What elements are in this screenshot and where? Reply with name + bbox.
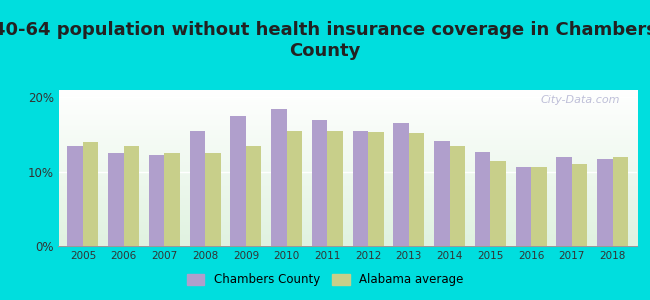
Bar <box>108 153 124 246</box>
Bar <box>205 153 220 246</box>
Legend: Chambers County, Alabama average: Chambers County, Alabama average <box>182 269 468 291</box>
Bar <box>490 160 506 246</box>
Bar <box>124 146 139 246</box>
Bar <box>328 131 343 246</box>
Bar <box>515 167 531 246</box>
Text: 40-64 population without health insurance coverage in Chambers
County: 40-64 population without health insuranc… <box>0 21 650 60</box>
Bar <box>149 155 164 246</box>
Bar <box>475 152 490 246</box>
Bar <box>312 120 328 246</box>
Bar <box>246 146 261 246</box>
Bar <box>409 133 424 246</box>
Text: City-Data.com: City-Data.com <box>540 95 619 105</box>
Bar <box>612 157 628 246</box>
Bar <box>271 109 287 246</box>
Bar <box>393 123 409 246</box>
Bar <box>434 140 450 246</box>
Bar <box>368 132 384 246</box>
Bar <box>68 146 83 246</box>
Bar <box>572 164 588 246</box>
Bar <box>531 167 547 246</box>
Bar <box>230 116 246 246</box>
Bar <box>83 142 98 246</box>
Bar <box>190 131 205 246</box>
Bar <box>556 157 572 246</box>
Bar <box>287 131 302 246</box>
Bar <box>164 153 180 246</box>
Bar <box>450 146 465 246</box>
Bar <box>353 131 368 246</box>
Bar <box>597 159 612 246</box>
